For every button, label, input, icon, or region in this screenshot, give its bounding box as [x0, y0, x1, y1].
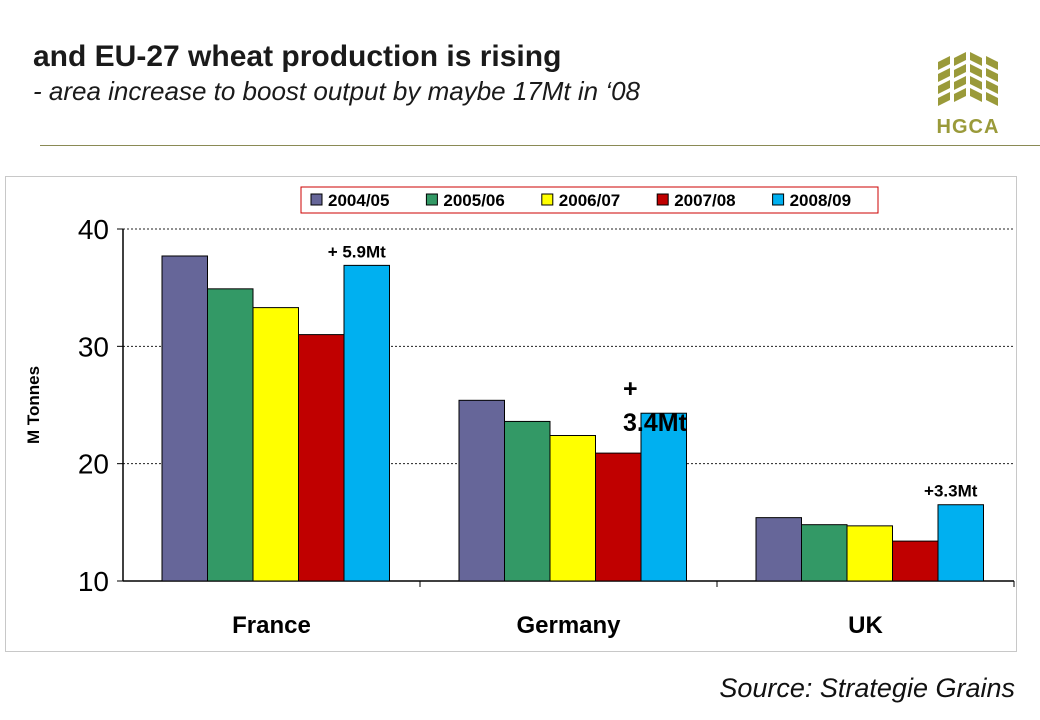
y-tick-label: 40	[78, 214, 109, 245]
bar-2006/07	[549, 435, 596, 582]
x-tick-label: UK	[848, 612, 883, 639]
bar-2008/09	[640, 412, 687, 582]
legend-label: 2005/06	[443, 191, 504, 210]
bar-2007/08	[595, 452, 642, 582]
legend-swatch	[541, 193, 554, 206]
x-tick-label: Germany	[516, 612, 621, 639]
y-tick-label: 30	[78, 331, 109, 362]
bar-2006/07	[252, 307, 299, 582]
bar-chart: 10 20 30 40 M Tonnes France Germany UK + 5.9Mt +3…	[24, 186, 1015, 639]
wheat-logo-icon	[938, 52, 998, 106]
legend-swatch	[425, 193, 438, 206]
annotation-label: + 5.9Mt	[328, 242, 386, 261]
bar-2004/05	[161, 255, 208, 582]
bar-2006/07	[846, 525, 893, 582]
bar-2008/09	[937, 504, 984, 582]
legend-swatch	[656, 193, 669, 206]
bar-2005/06	[801, 524, 848, 582]
page-subtitle: - area increase to boost output by maybe…	[33, 76, 641, 106]
chart-area: 10 20 30 40 M Tonnes France Germany UK + 5.9Mt +3…	[5, 176, 1017, 652]
x-tick-label: France	[232, 612, 311, 639]
bar-2007/08	[892, 540, 939, 582]
legend-swatch	[772, 193, 785, 206]
hgca-logo: HGCA	[930, 50, 1006, 142]
y-axis-label: M Tonnes	[24, 366, 43, 444]
legend-label: 2008/09	[790, 191, 851, 210]
legend-label: 2006/07	[559, 191, 620, 210]
annotation-label: +3.3Mt	[924, 482, 978, 501]
header-divider	[40, 145, 1040, 146]
bar-2007/08	[298, 334, 345, 582]
bar-2004/05	[755, 517, 802, 582]
page-title: and EU-27 wheat production is rising	[33, 40, 562, 73]
logo-text: HGCA	[936, 116, 1000, 138]
bar-2005/06	[504, 420, 551, 582]
bar-2008/09	[343, 264, 390, 582]
source-note: Source: Strategie Grains	[719, 673, 1015, 703]
legend-label: 2007/08	[674, 191, 735, 210]
y-tick-label: 10	[78, 566, 109, 597]
annotation-label: 3.4Mt	[623, 409, 688, 437]
bar-2004/05	[458, 399, 505, 582]
legend-swatch	[310, 193, 323, 206]
legend-label: 2004/05	[328, 191, 389, 210]
bar-2005/06	[207, 288, 254, 582]
annotation-label: +	[623, 375, 638, 403]
y-tick-label: 20	[78, 449, 109, 480]
